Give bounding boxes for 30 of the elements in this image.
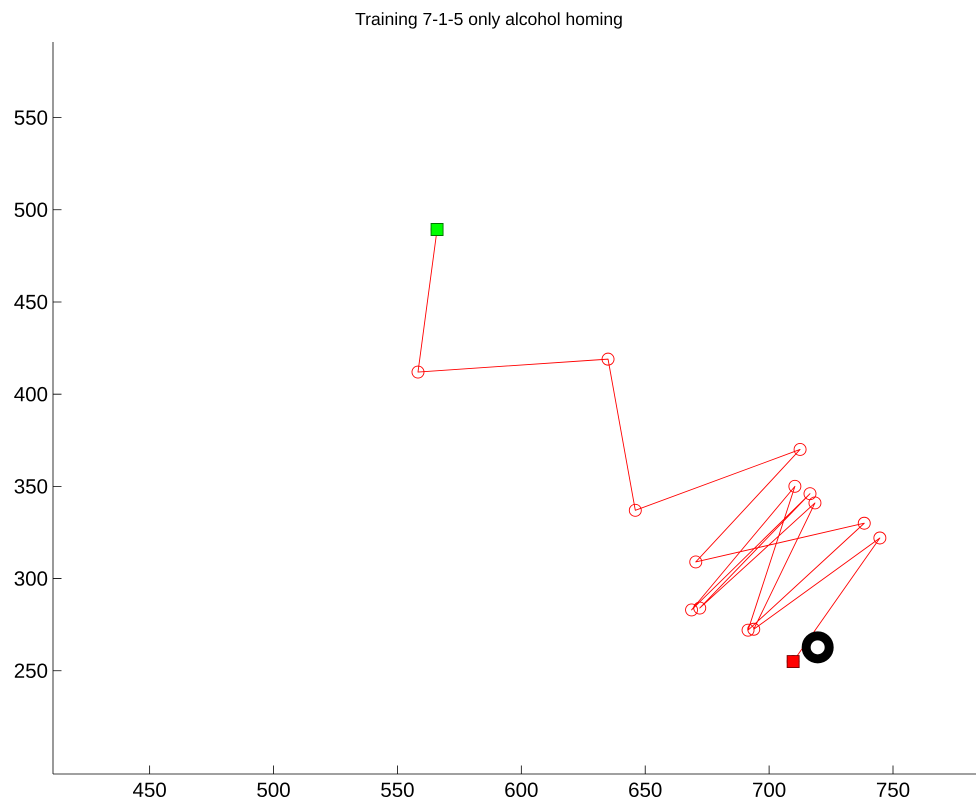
point: [804, 487, 816, 500]
y-tick-label: 550: [14, 110, 48, 125]
point: [693, 602, 706, 615]
point: [685, 603, 698, 616]
point: [802, 631, 834, 664]
x-tick-label: 450: [133, 782, 166, 798]
x-tick-label: 750: [876, 782, 910, 798]
point: [628, 504, 642, 517]
y-tick-label: 500: [14, 202, 48, 218]
point: [808, 496, 822, 510]
point: [794, 443, 807, 456]
y-tick-label: 350: [14, 479, 48, 494]
y-tick-label: 400: [14, 386, 48, 402]
x-tick-label: 550: [381, 782, 414, 798]
point: [747, 622, 760, 636]
point: [788, 480, 802, 493]
x-tick-label: 700: [753, 782, 786, 798]
y-tick-label: 250: [14, 663, 48, 678]
point: [412, 366, 424, 378]
point: [742, 624, 754, 637]
y-tick-label: 450: [14, 294, 48, 310]
point: [689, 556, 702, 568]
point: [602, 352, 614, 366]
y-tick-label: 300: [14, 571, 48, 586]
point: [858, 516, 871, 530]
point: [873, 532, 886, 544]
chart-title: Training 7-1-5 only alcohol homing: [355, 12, 622, 29]
x-tick-label: 500: [257, 782, 290, 798]
x-tick-label: 600: [505, 782, 538, 798]
x-tick-label: 650: [629, 782, 662, 798]
